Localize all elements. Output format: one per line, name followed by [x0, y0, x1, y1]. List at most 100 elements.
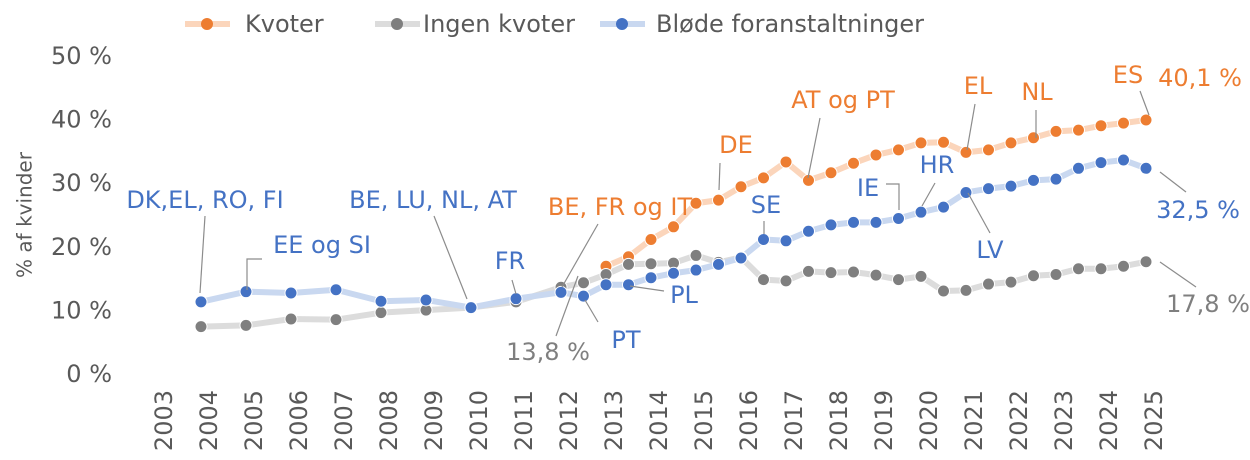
x-tick-label: 2023 [1050, 390, 1078, 451]
data-point [712, 193, 725, 207]
data-point [239, 285, 253, 299]
data-point [1072, 262, 1085, 276]
data-point [982, 277, 995, 291]
data-point [824, 266, 838, 280]
data-point [847, 156, 860, 170]
x-tick-label: 2024 [1095, 390, 1123, 451]
annotation: PL [670, 281, 698, 309]
annotation: 17,8 % [1166, 290, 1250, 318]
data-point [757, 233, 770, 247]
y-tick-label: 0 % [66, 360, 112, 388]
data-point [959, 283, 973, 297]
x-tick-label: 2017 [780, 390, 808, 451]
annotation: BE, FR og IT [548, 193, 693, 221]
annotation-leader [967, 192, 991, 234]
data-point [329, 313, 343, 327]
annotation-leader [511, 279, 517, 295]
annotation-leader [1159, 171, 1187, 193]
x-tick-label: 2009 [420, 390, 448, 451]
data-point [802, 264, 815, 278]
y-tick-label: 20 % [51, 233, 112, 261]
x-tick-label: 2008 [375, 390, 403, 451]
annotation: DE [719, 131, 753, 159]
annotation: 40,1 % [1158, 64, 1242, 92]
data-point [982, 182, 995, 196]
data-point [1094, 119, 1108, 133]
annotation: SE [751, 191, 781, 219]
x-tick-label: 2015 [690, 390, 718, 451]
data-point [509, 292, 523, 306]
annotation: FR [495, 247, 525, 275]
data-point [622, 278, 635, 292]
data-point [667, 220, 680, 234]
x-tick-label: 2016 [735, 390, 763, 451]
data-point [1027, 269, 1040, 283]
data-point [959, 145, 973, 159]
data-point [712, 257, 725, 271]
data-point [757, 171, 770, 185]
data-point [892, 143, 905, 157]
data-point [419, 293, 433, 307]
data-point [1117, 116, 1130, 130]
x-tick-label: 2022 [1005, 390, 1033, 451]
annotation: EL [964, 72, 993, 100]
data-point [1049, 124, 1063, 138]
data-point [1072, 123, 1085, 137]
data-point [824, 166, 838, 180]
annotation: IE [857, 174, 879, 202]
x-tick-label: 2025 [1140, 390, 1168, 451]
data-point [194, 295, 208, 309]
annotation: DK,EL, RO, FI [126, 186, 283, 214]
data-point [734, 180, 748, 194]
data-point [577, 289, 590, 303]
legend-marker [201, 18, 213, 30]
data-point [1072, 161, 1085, 175]
x-tick-label: 2005 [240, 390, 268, 451]
annotation: 13,8 % [506, 338, 590, 366]
data-point [644, 233, 658, 247]
x-tick-label: 2006 [285, 390, 313, 451]
y-tick-label: 40 % [51, 106, 112, 134]
data-point [779, 274, 793, 288]
annotation: AT og PT [791, 86, 895, 114]
data-point [599, 278, 613, 292]
x-tick-label: 2014 [645, 390, 673, 451]
data-point [464, 301, 478, 315]
annotation-leader [584, 299, 599, 323]
x-tick-label: 2021 [960, 390, 988, 451]
data-point [667, 266, 680, 280]
x-tick-label: 2004 [195, 390, 223, 451]
data-point [937, 200, 950, 214]
annotation-leader [199, 215, 206, 294]
annotation-leader [561, 223, 599, 288]
annotation-leader [1159, 261, 1197, 288]
data-point [734, 251, 748, 265]
annotation-leader [921, 182, 936, 207]
data-point [757, 273, 770, 287]
annotation: HR [920, 151, 955, 179]
data-point [892, 273, 905, 287]
x-tick-label: 2013 [600, 390, 628, 451]
data-point [622, 257, 635, 271]
annotation-leader [246, 258, 262, 290]
x-tick-label: 2003 [150, 390, 178, 451]
data-point [1139, 113, 1153, 127]
x-tick-label: 2007 [330, 390, 358, 451]
data-point [892, 212, 905, 226]
data-point [284, 286, 298, 300]
legend-label: Kvoter [245, 10, 324, 38]
data-point [284, 312, 298, 326]
data-point [689, 248, 703, 262]
data-point [779, 234, 793, 248]
data-point [1139, 161, 1153, 175]
data-point [1117, 259, 1130, 273]
annotation: PT [611, 326, 640, 354]
data-point [1117, 153, 1130, 167]
legend-label: Bløde foranstaltninger [656, 10, 924, 38]
data-point [1027, 131, 1040, 145]
x-tick-label: 2010 [465, 390, 493, 451]
data-point [847, 265, 860, 279]
data-point [1027, 173, 1040, 187]
annotation-leader [886, 183, 900, 210]
annotation: ES [1113, 61, 1143, 89]
